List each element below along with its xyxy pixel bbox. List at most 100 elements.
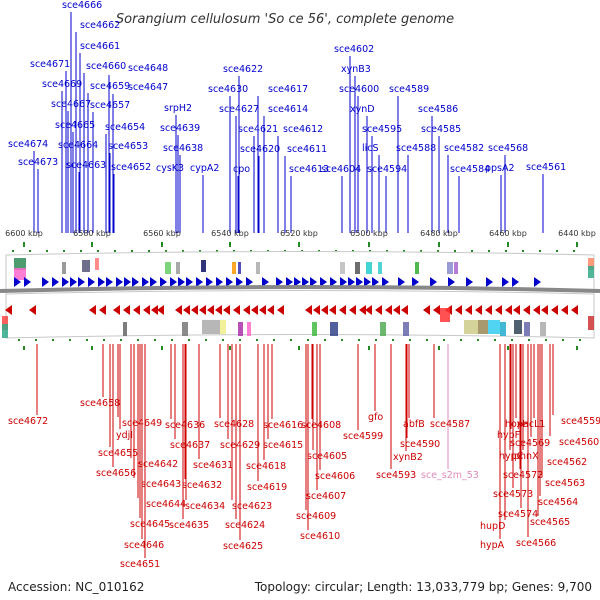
- forward-gene-label[interactable]: sce4585: [421, 124, 461, 135]
- forward-gene-label[interactable]: xynD: [350, 104, 375, 115]
- reverse-gene-label[interactable]: sce4658: [80, 398, 120, 409]
- forward-gene-label[interactable]: sce4674: [8, 139, 48, 150]
- reverse-gene-label[interactable]: sce4573: [493, 489, 533, 500]
- reverse-gene-label[interactable]: abfB: [403, 419, 425, 430]
- reverse-gene-label[interactable]: sce4628: [214, 419, 254, 430]
- forward-gene-label[interactable]: sce4669: [42, 79, 82, 90]
- forward-gene-label[interactable]: sce4602: [334, 44, 374, 55]
- reverse-gene-label[interactable]: sce4636: [165, 420, 205, 431]
- reverse-gene-label[interactable]: sce4608: [301, 420, 341, 431]
- reverse-gene-label[interactable]: sce4564: [538, 497, 578, 508]
- reverse-gene-label[interactable]: sce4672: [8, 416, 48, 427]
- forward-gene-label[interactable]: sce4653: [108, 141, 148, 152]
- forward-gene-label[interactable]: ppsA2: [485, 163, 515, 174]
- forward-gene-label[interactable]: sce4586: [418, 104, 458, 115]
- reverse-gene-label[interactable]: sce4656: [96, 468, 136, 479]
- forward-gene-label[interactable]: sce4664: [58, 140, 98, 151]
- forward-gene-label[interactable]: sce4659: [90, 81, 130, 92]
- forward-gene-label[interactable]: licS: [362, 143, 379, 154]
- reverse-gene-label[interactable]: sce4634: [185, 501, 225, 512]
- forward-gene-label[interactable]: sce4611: [287, 144, 327, 155]
- reverse-gene-label[interactable]: sce4623: [232, 501, 272, 512]
- reverse-gene-label[interactable]: sce4606: [315, 471, 355, 482]
- reverse-gene-label[interactable]: sce4563: [545, 478, 585, 489]
- forward-gene-label[interactable]: cpo: [233, 164, 250, 175]
- forward-gene-label[interactable]: sce4627: [219, 104, 259, 115]
- forward-gene-label[interactable]: sce4661: [80, 41, 120, 52]
- reverse-gene-label[interactable]: sce4565: [530, 517, 570, 528]
- reverse-gene-label[interactable]: sce4605: [307, 451, 347, 462]
- reverse-gene-label[interactable]: sce4632: [182, 480, 222, 491]
- reverse-gene-label[interactable]: sce4559: [561, 416, 600, 427]
- reverse-gene-label[interactable]: sce4593: [376, 470, 416, 481]
- reverse-gene-label[interactable]: phnX: [514, 451, 539, 462]
- reverse-gene-label[interactable]: ydjI: [116, 430, 133, 441]
- reverse-gene-label[interactable]: sce4642: [138, 459, 178, 470]
- forward-gene-label[interactable]: srpH2: [164, 103, 192, 114]
- forward-gene-label[interactable]: sce4568: [488, 143, 528, 154]
- reverse-gene-label[interactable]: sce4645: [130, 519, 170, 530]
- forward-gene-label[interactable]: sce4630: [208, 84, 248, 95]
- forward-gene-label[interactable]: sce4588: [396, 143, 436, 154]
- reverse-gene-label[interactable]: sce4649: [122, 418, 162, 429]
- reverse-gene-label[interactable]: sce4610: [300, 531, 340, 542]
- reverse-gene-label[interactable]: sce4618: [246, 461, 286, 472]
- reverse-gene-label[interactable]: sce4655: [98, 448, 138, 459]
- reverse-gene-label[interactable]: sce4643: [141, 479, 181, 490]
- reverse-gene-label[interactable]: sce4629: [220, 440, 260, 451]
- forward-gene-label[interactable]: sce4612: [283, 124, 323, 135]
- reverse-gene-label[interactable]: sce4616: [263, 420, 303, 431]
- forward-gene-label[interactable]: sce4600: [339, 84, 379, 95]
- reverse-gene-label[interactable]: gfo: [368, 412, 383, 423]
- forward-gene-label[interactable]: sce4657: [90, 100, 130, 111]
- reverse-gene-label[interactable]: sce4599: [343, 431, 383, 442]
- reverse-gene-label[interactable]: sce4625: [223, 541, 263, 552]
- forward-gene-label[interactable]: sce4620: [240, 144, 280, 155]
- reverse-gene-label[interactable]: sce4644: [146, 499, 186, 510]
- forward-gene-label[interactable]: sce4638: [163, 143, 203, 154]
- forward-gene-label[interactable]: sce4663: [66, 160, 106, 171]
- reverse-gene-label[interactable]: sce4560: [559, 437, 599, 448]
- forward-gene-label[interactable]: sce4594: [367, 164, 407, 175]
- forward-gene-label[interactable]: sce4589: [389, 84, 429, 95]
- reverse-gene-label[interactable]: pacL1: [517, 419, 545, 430]
- forward-gene-label[interactable]: sce4660: [86, 61, 126, 72]
- rna-gene-label[interactable]: sce_s2m_53: [421, 470, 479, 481]
- reverse-gene-label[interactable]: sce4609: [296, 511, 336, 522]
- reverse-gene-label[interactable]: sce4607: [306, 491, 346, 502]
- reverse-gene-label[interactable]: sce4615: [263, 440, 303, 451]
- reverse-gene-label[interactable]: sce4562: [547, 457, 587, 468]
- reverse-gene-label[interactable]: hupD: [480, 521, 505, 532]
- reverse-gene-label[interactable]: sce4635: [169, 520, 209, 531]
- forward-gene-label[interactable]: sce4652: [111, 162, 151, 173]
- reverse-gene-label[interactable]: sce4569: [510, 438, 550, 449]
- forward-gene-label[interactable]: sce4639: [160, 123, 200, 134]
- forward-gene-label[interactable]: sce4665: [55, 120, 95, 131]
- forward-gene-label[interactable]: sce4666: [62, 0, 102, 11]
- reverse-gene-label[interactable]: sce4572: [503, 470, 543, 481]
- forward-gene-label[interactable]: sce4671: [30, 59, 70, 70]
- forward-gene-label[interactable]: sce4582: [444, 143, 484, 154]
- reverse-gene-label[interactable]: sce4646: [124, 540, 164, 551]
- forward-gene-label[interactable]: cysK3: [156, 163, 184, 174]
- forward-gene-label[interactable]: sce4648: [128, 63, 168, 74]
- reverse-gene-label[interactable]: sce4566: [516, 538, 556, 549]
- forward-gene-label[interactable]: cypA2: [190, 163, 219, 174]
- reverse-gene-label[interactable]: sce4651: [120, 559, 160, 570]
- forward-gene-label[interactable]: sce4622: [223, 64, 263, 75]
- forward-gene-label[interactable]: sce4595: [362, 124, 402, 135]
- forward-gene-label[interactable]: sce4561: [526, 162, 566, 173]
- forward-gene-label[interactable]: sce4654: [105, 122, 145, 133]
- forward-gene-label[interactable]: sce4617: [268, 84, 308, 95]
- forward-gene-label[interactable]: sce4614: [268, 104, 308, 115]
- reverse-gene-label[interactable]: hypA: [480, 540, 505, 551]
- reverse-gene-label[interactable]: sce4637: [170, 440, 210, 451]
- forward-gene-label[interactable]: sce4647: [128, 82, 168, 93]
- forward-gene-label[interactable]: xynB3: [341, 64, 371, 75]
- reverse-gene-label[interactable]: sce4587: [430, 419, 470, 430]
- reverse-gene-label[interactable]: sce4624: [225, 520, 265, 531]
- forward-gene-label[interactable]: sce4667: [51, 99, 91, 110]
- reverse-gene-label[interactable]: sce4590: [400, 439, 440, 450]
- forward-gene-label[interactable]: sce4673: [18, 157, 58, 168]
- reverse-gene-label[interactable]: sce4631: [193, 460, 233, 471]
